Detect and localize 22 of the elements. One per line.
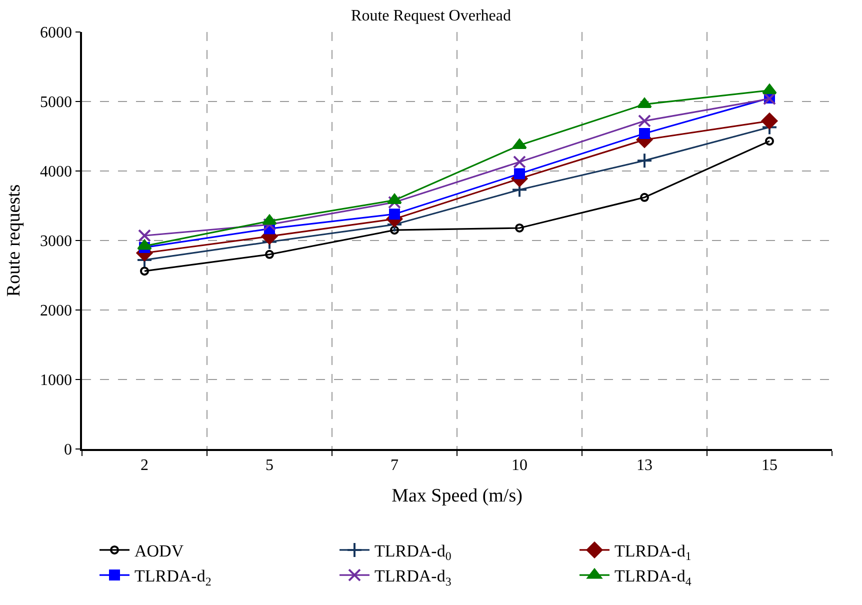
x-tick-label: 5 — [266, 456, 274, 474]
chart-title: Route Request Overhead — [351, 7, 511, 24]
y-tick-label: 4000 — [40, 164, 72, 181]
y-tick-label: 3000 — [40, 233, 72, 250]
y-tick-label: 6000 — [40, 24, 72, 42]
x-tick-label: 15 — [762, 456, 778, 474]
x-tick-label: 13 — [636, 456, 652, 474]
y-tick-label: 5000 — [40, 94, 72, 112]
legend-label: TLRDA-d$_{0}$ — [374, 542, 452, 564]
y-tick-label: 1000 — [40, 372, 72, 390]
x-tick-label: 10 — [512, 456, 528, 474]
legend-label: AODV — [134, 542, 184, 561]
legend-label: TLRDA-d$_{1}$ — [614, 542, 692, 564]
y-tick-label: 2000 — [40, 302, 72, 320]
y-axis-title: Route requests — [3, 184, 24, 297]
x-axis-title: Max Speed (m/s) — [392, 485, 522, 506]
legend-label: TLRDA-d$_{4}$ — [614, 566, 692, 588]
x-tick-label: 2 — [140, 456, 148, 474]
x-tick-label: 7 — [390, 456, 398, 474]
y-tick-label: 0 — [64, 442, 72, 459]
legend-label: TLRDA-d$_{3}$ — [374, 566, 452, 588]
legend-label: TLRDA-d$_{2}$ — [134, 566, 212, 588]
